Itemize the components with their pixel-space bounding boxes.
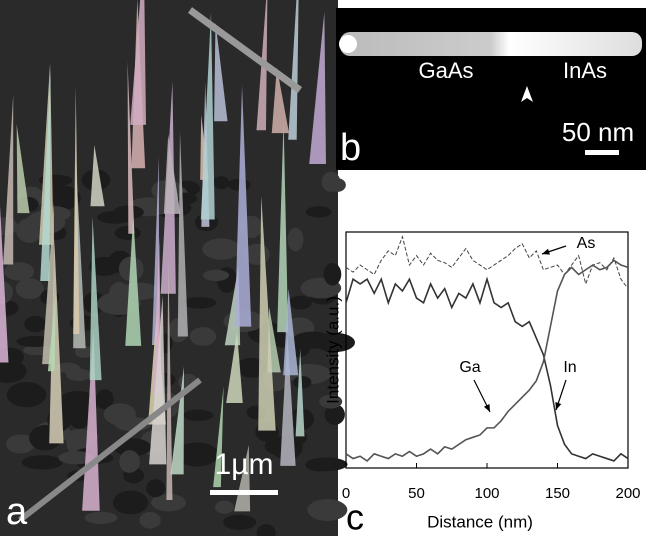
arrow-head	[542, 249, 550, 255]
texture	[104, 403, 136, 425]
series-line	[346, 279, 628, 461]
texture	[24, 316, 46, 332]
arrow-head	[555, 402, 561, 410]
texture	[146, 479, 165, 497]
texture	[7, 382, 47, 407]
x-tick-label: 0	[342, 485, 350, 502]
y-axis-label: Intensity (a.u.)	[323, 296, 342, 404]
scale-label: 1µm	[215, 448, 274, 481]
texture	[140, 512, 161, 529]
material-label: InAs	[563, 58, 607, 83]
texture	[293, 376, 311, 389]
x-tick-label: 200	[615, 485, 640, 502]
x-tick-label: 50	[408, 485, 425, 502]
texture	[183, 410, 213, 421]
series-annotation: As	[577, 235, 596, 252]
texture	[115, 226, 141, 240]
scale-bar	[210, 490, 278, 495]
scale-label: 50 nm	[562, 117, 634, 147]
texture	[16, 278, 44, 299]
texture	[203, 270, 229, 281]
texture	[97, 211, 132, 224]
texture	[213, 176, 230, 189]
series-annotation: In	[563, 359, 576, 376]
texture	[306, 206, 332, 217]
texture	[119, 450, 140, 473]
figure: 1µm a GaAs InAs 50 nm b Distance (nm) In…	[0, 0, 646, 536]
panel-label: b	[340, 127, 361, 169]
panel-label: a	[6, 491, 28, 533]
x-tick-label: 150	[545, 485, 570, 502]
texture	[202, 238, 240, 259]
series-annotation: Ga	[459, 359, 480, 376]
texture	[22, 455, 63, 469]
texture	[287, 228, 303, 251]
texture	[305, 458, 347, 472]
x-tick-label: 100	[474, 485, 499, 502]
texture	[289, 296, 312, 310]
texture	[215, 500, 234, 513]
texture	[324, 263, 342, 286]
texture	[307, 499, 347, 521]
texture	[4, 262, 34, 281]
series-line	[346, 260, 628, 461]
texture	[113, 491, 148, 515]
catalyst	[339, 35, 357, 53]
texture	[190, 327, 217, 346]
scale-bar	[585, 150, 619, 155]
material-label: GaAs	[418, 58, 473, 83]
texture	[120, 283, 159, 300]
texture	[85, 512, 118, 524]
plot-frame	[346, 232, 628, 468]
panel-label: c	[346, 497, 364, 536]
x-axis-label: Distance (nm)	[427, 512, 533, 531]
texture	[223, 515, 256, 530]
texture	[322, 172, 341, 192]
texture	[183, 297, 217, 308]
nanowire	[340, 32, 642, 56]
